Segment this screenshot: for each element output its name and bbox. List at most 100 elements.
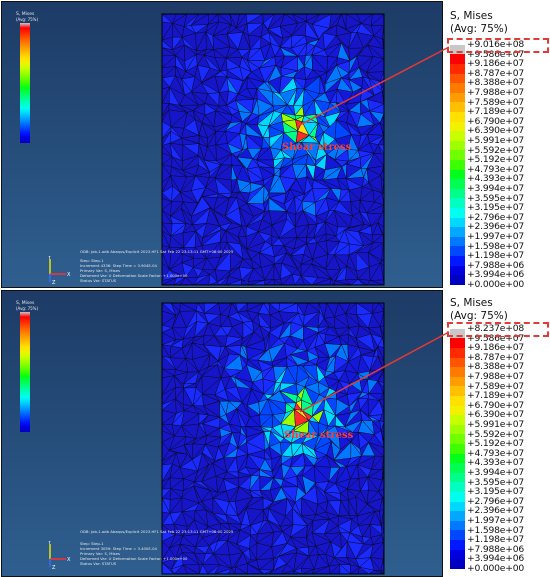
legend-row: +8.237e+08 [450, 323, 548, 339]
legend-label: +4.393e+07 [467, 173, 525, 185]
legend-swatch [450, 188, 465, 199]
mini-color-bar [20, 312, 30, 432]
viewport-bottom[interactable]: S, Mises (Avg: 75%) ODB: Job-1.odb Abaqu… [1, 290, 443, 577]
legend-swatch [450, 198, 465, 208]
mesh-contour-plot [161, 13, 385, 286]
odb-info-line: ODB: Job-1.odb Abaqus/Explicit 2023.HF1 … [80, 249, 234, 254]
legend-label: +7.988e+07 [467, 371, 525, 382]
primary-var-line: Primary Var: S, Mises [80, 551, 120, 556]
legend-swatch [450, 511, 465, 521]
deformed-var-line: Deformed Var: U Deformation Scale Factor… [80, 556, 188, 561]
legend-title: S, Mises [450, 10, 493, 22]
legend-label: +9.186e+07 [467, 342, 525, 354]
legend-row: +5.192e+07 [450, 154, 548, 170]
odb-info-line: ODB: Job-1.odb Abaqus/Explicit 2023.HF1 … [80, 529, 234, 534]
legend-swatch [450, 395, 465, 406]
legend-label: +4.393e+07 [467, 457, 525, 469]
legend-row: +3.195e+07 [450, 486, 548, 502]
annotation-label: Shear stress [284, 430, 354, 441]
annotation-label: Shear stress [282, 142, 352, 153]
axis-triad-icon: Y X Z [47, 541, 71, 569]
legend-row: +5.991e+07 [450, 419, 548, 435]
legend-swatch [450, 131, 465, 141]
legend-label: +3.994e+07 [467, 183, 525, 194]
legend-swatch [450, 530, 465, 540]
legend-swatch [450, 367, 465, 377]
legend-swatch [450, 405, 465, 416]
legend-swatch [450, 236, 465, 247]
legend-label: +7.988e+06 [467, 543, 525, 555]
legend-swatch [450, 549, 465, 560]
axis-x-label: X [67, 272, 71, 278]
legend-avg: (Avg: 75%) [450, 23, 508, 35]
legend-swatch [450, 472, 465, 483]
legend-row: +9.186e+07 [450, 58, 548, 74]
legend-label: +8.787e+07 [467, 351, 525, 363]
legend-swatch [450, 179, 465, 189]
legend-label: +5.592e+07 [467, 428, 525, 440]
legend-label: +1.997e+07 [467, 515, 525, 526]
legend-label: +5.991e+07 [467, 135, 525, 146]
legend-row: +2.396e+07 [450, 505, 548, 521]
legend-row: +3.994e+06 [450, 553, 548, 569]
legend-label: +3.595e+07 [467, 476, 525, 488]
legend-label: +2.796e+07 [467, 495, 525, 507]
legend-swatch [450, 150, 465, 160]
legend-swatch [450, 83, 465, 93]
increment-line: Increment 4336: Step Time = 3.904E-04 [80, 263, 157, 268]
legend-swatch [450, 73, 465, 84]
legend-swatch [450, 453, 465, 464]
legend-swatch [450, 102, 465, 112]
legend-label: +5.192e+07 [467, 438, 525, 450]
legend-row: +9.016e+08 [450, 39, 548, 55]
legend-swatch [450, 265, 465, 276]
legend-title: S, Mises [450, 297, 493, 309]
legend-row: +3.195e+07 [450, 202, 548, 218]
legend-row: +9.586e+07 [450, 333, 548, 348]
legend-swatch [450, 328, 465, 339]
legend-row: +4.393e+07 [450, 173, 548, 189]
legend-row: +6.390e+07 [450, 409, 548, 425]
legend-swatch [450, 246, 465, 256]
legend-label: +6.790e+07 [467, 399, 525, 411]
legend-row: +1.598e+07 [450, 525, 548, 540]
viewport-top[interactable]: S, Mises (Avg: 75%) ODB: Job-1.odb Abaqu… [1, 1, 443, 288]
legend-swatch [450, 376, 465, 387]
legend-row: +1.598e+07 [450, 241, 548, 256]
legend-row: +1.198e+07 [450, 534, 548, 550]
legend-swatch [450, 338, 465, 348]
legend-label: +6.390e+07 [467, 409, 525, 421]
legend-label: +3.195e+07 [467, 202, 525, 214]
legend-label: +3.994e+06 [467, 553, 525, 565]
legend-row: +9.186e+07 [450, 342, 548, 358]
legend-label: +1.198e+07 [467, 534, 525, 546]
legend-swatch [450, 491, 465, 502]
mini-legend: S, Mises (Avg: 75%) [16, 12, 38, 22]
odb-info: ODB: Job-1.odb Abaqus/Explicit 2023.HF1 … [80, 529, 233, 534]
step-line: Step: Step-1 [80, 541, 104, 546]
legend-row: +7.988e+06 [450, 260, 548, 276]
legend-top: S, Mises (Avg: 75%) +9.016e+08 +9.586e+07… [444, 1, 549, 290]
legend-swatch [450, 443, 465, 454]
legend-swatch [450, 54, 465, 64]
legend-label: +4.793e+07 [467, 447, 525, 459]
increment-line: Increment 3059: Step Time = 3.400E-04 [80, 546, 157, 551]
legend-label: +1.997e+07 [467, 231, 525, 242]
legend-swatch [450, 434, 465, 444]
legend-row: +4.793e+07 [450, 447, 548, 464]
legend-label: +5.592e+07 [467, 144, 525, 156]
legend-label: +6.390e+07 [467, 125, 525, 137]
legend-label: +8.388e+07 [467, 361, 525, 373]
legend-row: +1.997e+07 [450, 231, 548, 247]
step-info: Step: Step-1 Increment 4336: Step Time =… [80, 258, 187, 283]
deformed-var-line: Deformed Var: U Deformation Scale Factor… [80, 273, 188, 278]
axis-x-label: X [67, 557, 71, 563]
axis-z-label: Z [52, 565, 56, 569]
legend-row: +3.595e+07 [450, 193, 548, 208]
legend-swatch [450, 520, 465, 531]
legend-row: +4.793e+07 [450, 164, 548, 180]
mini-color-bar [20, 23, 30, 143]
step-info: Step: Step-1 Increment 3059: Step Time =… [80, 541, 187, 566]
step-line: Step: Step-1 [80, 258, 104, 263]
legend-swatch [450, 169, 465, 180]
